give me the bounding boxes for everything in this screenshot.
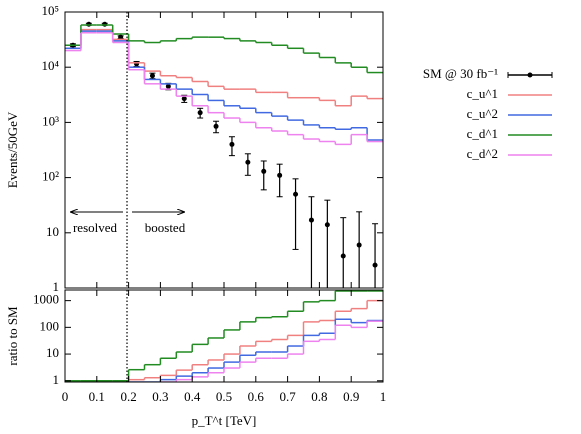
y-axis-label: Events/50GeV — [5, 111, 20, 188]
legend-swatch — [527, 72, 533, 78]
data-point — [181, 96, 187, 102]
annotation: resolved — [73, 220, 118, 235]
x-tick-label: 0.1 — [89, 389, 105, 404]
y-tick-label: 1 — [53, 372, 60, 387]
data-point — [293, 191, 299, 197]
data-point — [372, 262, 378, 268]
data-point — [245, 159, 251, 165]
y-tick-label: 1 — [53, 279, 60, 294]
y-tick-label: 10 — [46, 224, 59, 239]
y-tick-label: 10⁵ — [41, 3, 59, 18]
y-tick-label: 10³ — [42, 113, 59, 128]
plot-area — [65, 290, 383, 382]
data-point — [356, 242, 362, 248]
data-point — [324, 222, 330, 228]
legend-label: c_u^1 — [467, 86, 498, 101]
data-point — [197, 110, 203, 116]
data-point — [277, 172, 283, 178]
data-point — [229, 141, 235, 147]
data-point — [213, 123, 219, 129]
annotation: boosted — [145, 220, 186, 235]
x-axis-label: p_T^t [TeV] — [192, 413, 257, 428]
y-tick-label: 100 — [40, 318, 60, 333]
x-tick-label: 1 — [380, 389, 387, 404]
y-axis-label: ratio to SM — [5, 306, 20, 366]
x-tick-label: 0.4 — [184, 389, 201, 404]
data-point — [86, 21, 92, 27]
data-point — [308, 217, 314, 223]
y-tick-label: 10⁴ — [41, 58, 59, 73]
legend-label: c_d^1 — [467, 126, 498, 141]
legend-label: c_d^2 — [467, 146, 498, 161]
x-tick-label: 0.3 — [152, 389, 168, 404]
frame — [64, 289, 384, 383]
x-tick-label: 0 — [62, 389, 69, 404]
x-tick-label: 0.5 — [216, 389, 232, 404]
x-tick-label: 0.8 — [311, 389, 327, 404]
legend-label: SM @ 30 fb⁻¹ — [423, 66, 498, 81]
data-point — [102, 21, 108, 27]
y-tick-label: 10 — [46, 345, 59, 360]
x-tick-label: 0.2 — [120, 389, 136, 404]
y-tick-label: 10² — [42, 169, 59, 184]
frame — [64, 11, 384, 289]
x-tick-label: 0.9 — [343, 389, 359, 404]
data-point — [149, 73, 155, 79]
x-tick-label: 0.6 — [248, 389, 265, 404]
data-point — [165, 83, 171, 89]
legend-label: c_u^2 — [467, 106, 498, 121]
x-tick-label: 0.7 — [279, 389, 296, 404]
data-point — [340, 253, 346, 259]
y-tick-label: 1000 — [33, 292, 59, 307]
data-point — [261, 168, 267, 174]
plot-area — [65, 21, 383, 288]
data-point — [118, 34, 124, 40]
